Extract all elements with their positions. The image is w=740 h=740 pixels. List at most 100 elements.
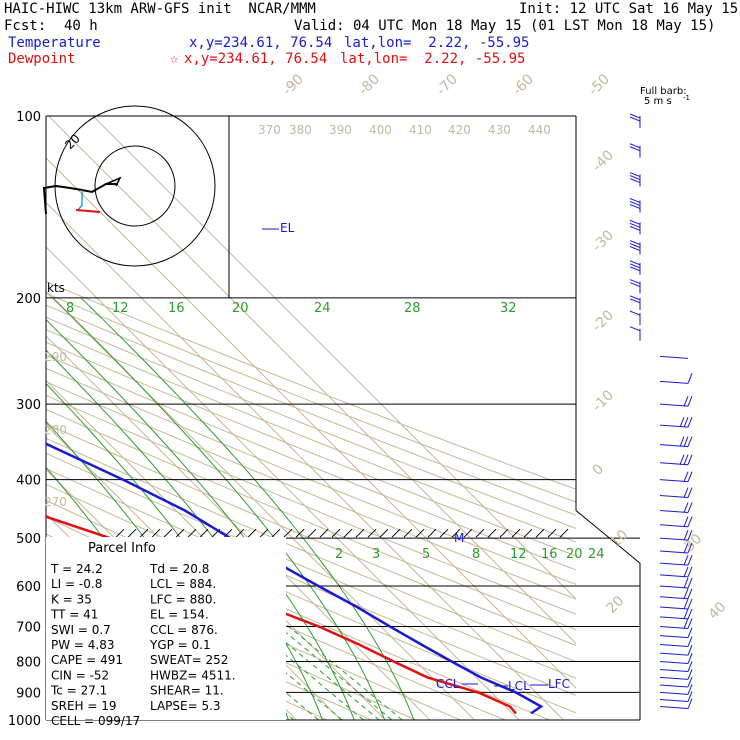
wind-barb-shaft xyxy=(659,479,689,483)
isotherm-line xyxy=(48,116,576,645)
wind-barb-flag xyxy=(683,502,689,513)
wind-barb xyxy=(659,566,693,578)
wind-barb xyxy=(659,644,693,656)
theta-tick-label: 430 xyxy=(488,123,511,137)
isobar-hatch xyxy=(307,528,317,538)
dry-adiabat-line xyxy=(46,381,576,600)
parcel-panel-bg xyxy=(46,537,286,720)
wind-barb xyxy=(659,598,693,610)
hodograph-top xyxy=(105,176,122,187)
wind-barb-shaft xyxy=(659,691,689,695)
wind-barb-flag xyxy=(687,636,693,647)
wind-barb-flag xyxy=(683,487,689,498)
hodograph-ring-outer xyxy=(54,105,216,267)
wind-barb xyxy=(629,219,641,235)
wind-barb-flag xyxy=(687,542,693,554)
isotherm-tick-label: 10 xyxy=(608,527,632,551)
wind-barb xyxy=(629,326,641,341)
wind-barb xyxy=(629,113,641,128)
wind-barb-flag xyxy=(629,178,641,183)
parcel-row-right: Td = 20.8 xyxy=(149,562,209,576)
pressure-tick-label: 200 xyxy=(16,292,41,307)
mixing-ratio-upper-label: 28 xyxy=(404,301,421,316)
wind-barb-flag xyxy=(687,529,693,541)
forecast-label: Fcst: xyxy=(4,18,47,34)
wind-barb xyxy=(659,661,693,673)
wind-barb-flag xyxy=(629,263,641,269)
dry-adiabat-line xyxy=(46,341,576,557)
wind-barb xyxy=(629,240,641,255)
isobar-hatch xyxy=(379,528,389,538)
parcel-row-left: CELL = 099/17 xyxy=(51,714,140,728)
isobar-hatch xyxy=(283,528,293,538)
mixing-ratio-lower-label: 8 xyxy=(472,547,480,562)
wind-barb-flag xyxy=(687,471,693,482)
wind-barb-flag xyxy=(629,225,641,231)
isobar-hatch xyxy=(271,528,281,538)
wind-barb-flag xyxy=(629,246,641,252)
wind-barb-flag xyxy=(629,146,641,152)
wind-barb-flag xyxy=(687,373,693,384)
wind-barb xyxy=(629,310,641,326)
wind-barb-flag xyxy=(629,266,641,272)
wind-barb-flag xyxy=(687,618,693,629)
wind-barb-shaft xyxy=(659,644,689,648)
parcel-row-right: HWBZ= 4511. xyxy=(150,668,236,682)
mixing-ratio-upper-label: 20 xyxy=(232,301,249,316)
wind-barb xyxy=(659,684,693,695)
parcel-row-left: SREH = 19 xyxy=(51,699,117,713)
dry-adiabat-line xyxy=(46,452,576,679)
wind-barb-flag xyxy=(687,627,693,638)
wind-barb xyxy=(659,698,693,710)
mixing-ratio-upper-label: 12 xyxy=(112,301,129,316)
wind-barb-flag xyxy=(687,608,693,620)
model-title: HAIC-HIWC 13km ARW-GFS init NCAR/MMM xyxy=(4,1,316,17)
parcel-row-right: LFC = 880. xyxy=(150,592,216,606)
wind-barb-flag xyxy=(687,669,693,680)
dry-adiabat-line xyxy=(46,394,576,615)
wind-barb-shaft xyxy=(659,537,689,541)
mixing-ratio-lower-label: 12 xyxy=(510,547,527,562)
isobar-hatch xyxy=(523,528,533,538)
isotherm-line xyxy=(46,157,576,689)
header: HAIC-HIWC 13km ARW-GFS init NCAR/MMM Ini… xyxy=(0,0,740,70)
isobar-hatch xyxy=(403,528,413,538)
parcel-row-left: LI = -0.8 xyxy=(51,577,102,591)
wind-barb-flag xyxy=(687,684,693,695)
wind-barb-flag xyxy=(687,516,693,527)
parcel-row-left: CIN = -52 xyxy=(51,668,109,682)
pressure-tick-label: 600 xyxy=(16,580,41,595)
isobar-hatch xyxy=(463,528,473,538)
pressure-tick-label: 900 xyxy=(16,686,41,701)
dry-adiabat-line xyxy=(46,281,576,490)
isobar-hatch xyxy=(259,528,269,538)
wind-barb-flag xyxy=(679,416,685,428)
isobar-hatch xyxy=(511,528,521,538)
wind-barb-flag xyxy=(687,653,693,664)
parcel-row-right: LAPSE= 5.3 xyxy=(150,699,221,713)
wind-barb xyxy=(659,653,693,664)
hodograph: 20 kts xyxy=(42,105,216,295)
wind-barb-flag xyxy=(687,436,693,447)
isotherm-tick-label: -40 xyxy=(590,147,617,174)
pressure-tick-label: 100 xyxy=(16,110,41,125)
wind-barb-shaft xyxy=(659,585,689,589)
wind-barb-flag xyxy=(687,588,693,599)
wind-barb xyxy=(659,471,693,483)
wind-barb xyxy=(659,373,693,384)
wind-barb xyxy=(659,355,689,359)
wind-barb xyxy=(659,588,693,600)
wind-barb-flag xyxy=(629,282,641,288)
isotherm-line xyxy=(46,201,564,720)
level-annotations: EL M CCL LCL LFC xyxy=(262,221,570,693)
dry-adiabat-line xyxy=(46,408,576,631)
mixing-ratio-upper-label: 8 xyxy=(66,301,74,316)
pressure-tick-label: 400 xyxy=(16,474,41,489)
wind-barb-shaft xyxy=(659,403,689,407)
dry-adiabat-line xyxy=(46,367,576,585)
parcel-row-left: Tc = 27.1 xyxy=(50,684,107,698)
wind-barb-flag xyxy=(629,198,641,203)
wind-barb xyxy=(659,395,693,407)
pressure-tick-label: 700 xyxy=(16,620,41,635)
